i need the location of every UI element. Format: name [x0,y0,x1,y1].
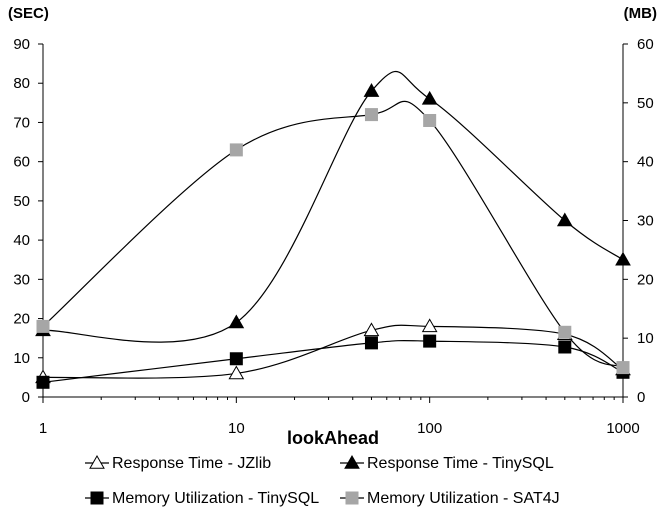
x-axis-title: lookAhead [287,428,379,448]
series-1-point [363,322,380,337]
series-1-line [42,324,624,379]
series-3-point [423,334,437,348]
x-tick-label: 1 [39,420,47,437]
series-4-line [42,100,624,369]
y-left-tick-label: 60 [13,154,30,171]
series-4-point [558,325,572,339]
y-left-tick-label: 30 [13,271,30,288]
x-tick-label: 100 [417,420,442,437]
series-3-point [229,352,243,366]
legend: Response Time - JZlib Response Time - Tin… [85,454,560,507]
series-3-point [364,336,378,350]
series-3-point [558,340,572,354]
series-3 [36,334,630,389]
y-right-tick-label: 40 [637,154,654,171]
legend-marker [89,454,105,469]
legend-label: Memory Utilization - TinySQL [112,490,319,507]
legend-marker [90,491,104,505]
y-left-tick-label: 20 [13,311,30,328]
series-1-point [421,318,438,333]
series-3-line [42,339,624,383]
series-2-point [363,83,380,97]
axes: 0 10 20 30 40 50 60 70 80 90 0 10 20 30 40 50 60 1 10 100 10… [8,5,657,448]
legend-item-1: Response Time - JZlib [85,454,271,472]
x-tick-label: 10 [228,420,245,437]
y-left-tick-label: 50 [13,193,30,210]
legend-label: Memory Utilization - SAT4J [367,490,560,507]
series-4-point [364,108,378,122]
series-2-point [556,212,573,227]
y-right-unit: (MB) [624,5,657,22]
x-tick-label: 1000 [606,420,639,437]
legend-item-3: Memory Utilization - TinySQL [85,490,319,507]
series-3-point [36,375,50,389]
y-left-tick-label: 10 [13,350,30,367]
series-2-point [421,90,438,105]
series-4-point [423,113,437,127]
y-left-unit: (SEC) [8,5,49,22]
legend-label: Response Time - JZlib [112,455,271,472]
series-1-point [228,365,245,380]
y-left-tick-label: 80 [13,75,30,92]
series-4 [36,100,630,375]
series-2-line [42,70,624,343]
legend-label: Response Time - TinySQL [367,455,554,472]
legend-marker [345,491,359,505]
series-2 [35,70,631,343]
y-left-tick-label: 40 [13,232,30,249]
legend-marker [344,454,360,469]
series-2-point [615,251,631,266]
series-4-point [229,143,243,157]
y-left-tick-label: 90 [13,36,30,53]
y-left-tick-label: 0 [22,389,30,406]
y-right-tick-label: 10 [637,330,654,347]
y-left-tick-label: 70 [13,114,30,131]
y-right-tick-label: 60 [637,36,654,53]
series-2-point [228,314,245,329]
y-right-tick-label: 0 [637,389,645,406]
series-4-point [616,361,630,375]
series-layer [35,70,631,389]
y-right-tick-label: 30 [637,213,654,230]
legend-item-4: Memory Utilization - SAT4J [340,490,560,507]
y-right-tick-label: 50 [637,95,654,112]
legend-item-2: Response Time - TinySQL [340,454,554,472]
series-1 [35,318,631,384]
series-4-point [36,319,50,333]
y-right-tick-label: 20 [637,271,654,288]
